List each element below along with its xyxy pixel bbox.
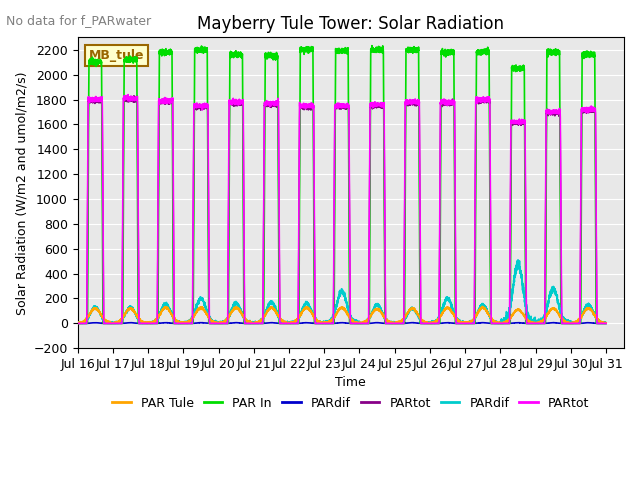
Legend: PAR Tule, PAR In, PARdif, PARtot, PARdif, PARtot: PAR Tule, PAR In, PARdif, PARtot, PARdif… [107,392,595,415]
Text: No data for f_PARwater: No data for f_PARwater [6,14,152,27]
Text: MB_tule: MB_tule [88,49,144,62]
Title: Mayberry Tule Tower: Solar Radiation: Mayberry Tule Tower: Solar Radiation [197,15,504,33]
Y-axis label: Solar Radiation (W/m2 and umol/m2/s): Solar Radiation (W/m2 and umol/m2/s) [15,71,28,314]
X-axis label: Time: Time [335,376,366,389]
